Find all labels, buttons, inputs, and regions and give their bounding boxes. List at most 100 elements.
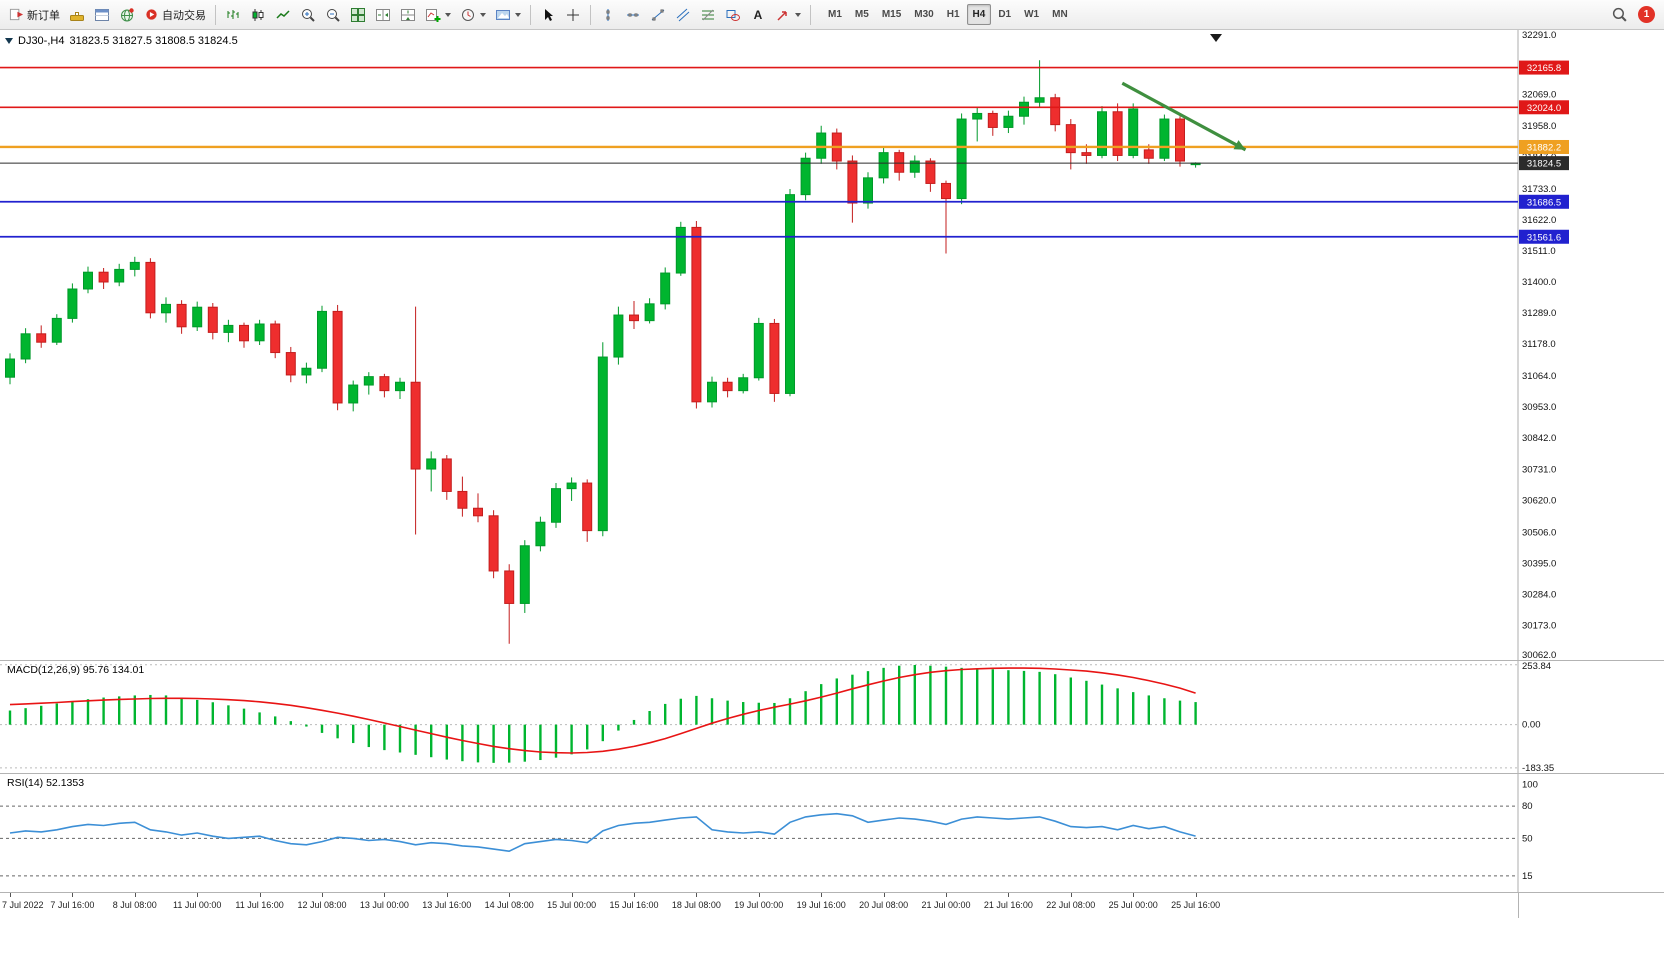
time-tick	[259, 893, 261, 897]
svg-text:30173.0: 30173.0	[1522, 621, 1556, 632]
price-axis[interactable]: 32291.032069.031958.031847.031733.031622…	[1522, 30, 1556, 660]
arrange-vertical-button[interactable]	[371, 3, 395, 27]
time-tick	[696, 893, 698, 897]
time-tick	[883, 893, 885, 897]
indicators-icon	[425, 7, 441, 23]
chevron-down-icon	[445, 12, 451, 17]
time-tick	[571, 893, 573, 897]
trend-arrow[interactable]	[1121, 81, 1247, 152]
main-chart-canvas[interactable]: 32291.032069.031958.031847.031733.031622…	[0, 30, 1664, 660]
timeframe-M30[interactable]: M30	[908, 4, 939, 25]
text-tool-button[interactable]: A	[746, 3, 770, 27]
zoom-in-icon	[300, 7, 316, 23]
horizontal-line-tool-button[interactable]	[621, 3, 645, 27]
rsi-canvas[interactable]: 100 80 50 15	[0, 774, 1664, 892]
arrows-tool-button[interactable]	[771, 3, 805, 27]
time-label: 8 Jul 08:00	[112, 900, 157, 910]
timeframe-W1[interactable]: W1	[1018, 4, 1045, 25]
trendline-tool-button[interactable]	[646, 3, 670, 27]
time-tick	[1008, 893, 1010, 897]
time-label: 12 Jul 08:00	[297, 900, 347, 910]
crosshair-button[interactable]	[561, 3, 585, 27]
periods-button[interactable]	[456, 3, 490, 27]
notification-badge[interactable]: 1	[1638, 6, 1655, 23]
svg-text:31561.6: 31561.6	[1527, 232, 1561, 243]
svg-text:30395.0: 30395.0	[1522, 558, 1556, 569]
toolbox-button[interactable]	[65, 3, 89, 27]
new-order-icon	[9, 7, 24, 22]
candlestick-chart-button[interactable]	[246, 3, 270, 27]
vertical-line-tool-button[interactable]	[596, 3, 620, 27]
auto-trading-button[interactable]: 自动交易	[140, 3, 210, 27]
collapse-quotes-icon[interactable]	[5, 38, 13, 48]
timeframe-bar: M1 M5 M15 M30 H1 H4 D1 W1 MN	[822, 4, 1074, 25]
svg-text:31511.0: 31511.0	[1522, 246, 1556, 257]
chart-ohlc-values: 31823.5 31827.5 31808.5 31824.5	[69, 35, 238, 47]
time-label: 11 Jul 16:00	[235, 900, 284, 910]
svg-text:253.84: 253.84	[1522, 661, 1551, 672]
zoom-out-button[interactable]	[321, 3, 345, 27]
bar-chart-button[interactable]	[221, 3, 245, 27]
svg-text:30731.0: 30731.0	[1522, 464, 1556, 475]
main-chart-panel: 32291.032069.031958.031847.031733.031622…	[0, 30, 1664, 660]
timeframe-D1[interactable]: D1	[992, 4, 1017, 25]
macd-label: MACD(12,26,9) 95.76 134.01	[7, 664, 145, 676]
channel-tool-button[interactable]	[671, 3, 695, 27]
text-icon: A	[750, 7, 766, 23]
macd-canvas[interactable]: 253.84 0.00 -183.35	[0, 661, 1664, 773]
cursor-button[interactable]	[536, 3, 560, 27]
scroll-to-end-marker[interactable]	[1210, 34, 1222, 42]
arrange-horizontal-button[interactable]	[396, 3, 420, 27]
web-community-button[interactable]	[115, 3, 139, 27]
time-axis[interactable]: 7 Jul 2022 7 Jul 16:00 8 Jul 08:00 11 Jul 0…	[0, 892, 1664, 918]
data-window-button[interactable]	[90, 3, 114, 27]
timeframe-H4[interactable]: H4	[966, 4, 992, 25]
search-button[interactable]	[1607, 3, 1632, 27]
svg-text:80: 80	[1522, 801, 1533, 812]
panel-separator[interactable]	[0, 773, 1664, 774]
indicators-button[interactable]	[421, 3, 455, 27]
svg-text:100: 100	[1522, 780, 1538, 791]
svg-text:30062.0: 30062.0	[1522, 650, 1556, 660]
timeframe-MN[interactable]: MN	[1046, 4, 1074, 25]
price-level-lines[interactable]: 32165.8 32024.0 31882.2 31824.5 31686.5 31561…	[0, 60, 1569, 244]
channel-icon	[675, 7, 691, 23]
time-label: 19 Jul 16:00	[796, 900, 846, 910]
svg-text:32069.0: 32069.0	[1522, 90, 1556, 101]
time-label: 13 Jul 00:00	[359, 900, 409, 910]
timeframe-H1[interactable]: H1	[941, 4, 966, 25]
time-label: 7 Jul 2022	[2, 900, 44, 910]
time-tick	[821, 893, 823, 897]
time-label: 25 Jul 16:00	[1171, 900, 1221, 910]
svg-text:30842.0: 30842.0	[1522, 433, 1556, 444]
time-label: 18 Jul 08:00	[671, 900, 721, 910]
new-order-button[interactable]: 新订单	[5, 3, 64, 27]
rsi-panel: 100 80 50 15 RSI(14) 52.1353	[0, 774, 1664, 892]
time-tick	[384, 893, 386, 897]
time-label: 15 Jul 16:00	[609, 900, 659, 910]
svg-text:30284.0: 30284.0	[1522, 589, 1556, 600]
line-chart-button[interactable]	[271, 3, 295, 27]
timeframe-M15[interactable]: M15	[876, 4, 907, 25]
toolbar-separator	[530, 4, 531, 25]
shapes-tool-button[interactable]	[721, 3, 745, 27]
zoom-in-button[interactable]	[296, 3, 320, 27]
clock-icon	[460, 7, 476, 23]
svg-text:31686.5: 31686.5	[1527, 197, 1561, 208]
svg-text:31064.0: 31064.0	[1522, 371, 1556, 382]
time-tick	[72, 893, 74, 897]
chart-root: 32291.032069.031958.031847.031733.031622…	[0, 30, 1664, 918]
templates-icon	[495, 7, 511, 23]
tile-windows-button[interactable]	[346, 3, 370, 27]
timeframe-M5[interactable]: M5	[849, 4, 875, 25]
tile-windows-icon	[350, 7, 366, 23]
templates-button[interactable]	[491, 3, 525, 27]
time-label: 15 Jul 00:00	[547, 900, 597, 910]
svg-text:50: 50	[1522, 833, 1533, 844]
timeframe-M1[interactable]: M1	[822, 4, 848, 25]
time-tick	[134, 893, 136, 897]
cursor-icon	[540, 7, 556, 23]
bar-chart-icon	[225, 7, 241, 23]
panel-separator[interactable]	[0, 660, 1664, 661]
fibonacci-tool-button[interactable]	[696, 3, 720, 27]
